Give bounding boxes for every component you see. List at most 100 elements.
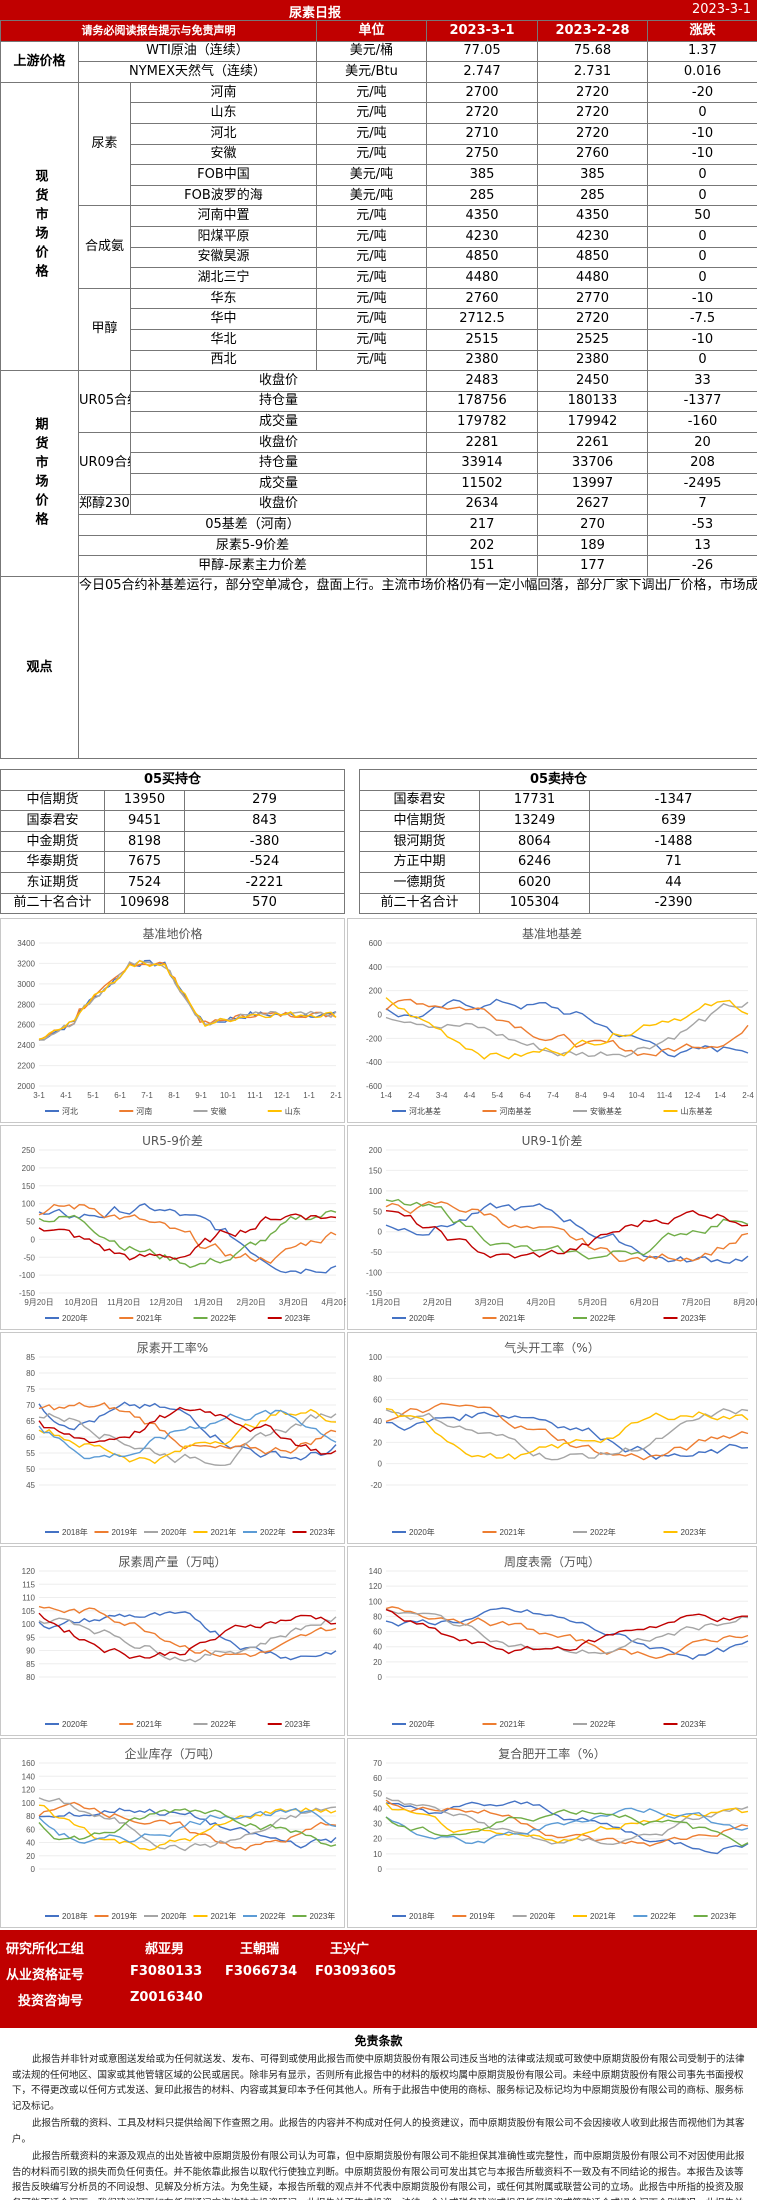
y-tick-label: 80 [26,1369,35,1378]
row-value-1: 2712.5 [426,308,538,330]
y-tick-label: 80 [373,1612,382,1621]
y-tick-label: 100 [22,1620,36,1629]
row-value-2: 2525 [537,328,648,351]
chart-svg: 120 115 110 105 100 95 90 85 80 2020年 2021年 2022年 20… [22,1567,337,1729]
series-line [38,1797,337,1852]
short-change: -2390 [589,892,757,915]
y-tick-label: 60 [373,1628,382,1637]
y-tick-label: 100 [22,1200,36,1209]
y-tick-label: -100 [19,1271,36,1280]
row-change: 0 [647,164,757,186]
chart-panel: UR9-1价差 200 150 100 50 0 -50 -100 -150 1月20日 2月20日… [347,1125,757,1330]
y-tick-label: 3200 [17,959,35,968]
row-name: FOB波罗的海 [130,184,317,207]
long-volume: 7675 [104,851,185,873]
row-change: -10 [647,328,757,351]
series-line [38,1203,337,1275]
positions-spacer [344,893,361,914]
legend-label: 2019年 [112,1527,138,1537]
legend-label: 山东 [285,1106,301,1116]
legend-label: 2020年 [62,1719,88,1729]
row-change: -26 [647,555,757,578]
row-name: 华中 [130,308,317,330]
series-line [38,959,337,1040]
series-line [38,1611,337,1661]
series-line [385,1809,749,1847]
positions-spacer [344,851,361,873]
x-tick-label: 2-1 [330,1091,342,1100]
x-tick-label: 10-1 [220,1091,237,1100]
analyst-name: 王兴广 [330,1942,370,1957]
series-line [385,998,749,1057]
series-line [38,1801,337,1851]
row-value-2: 2261 [537,431,648,454]
long-volume: 7524 [104,871,185,894]
long-volume: 9451 [104,810,185,832]
y-tick-label: 100 [369,1187,383,1196]
positions-table: 05买持仓 05卖持仓 中信期货 13950 279 国泰君安 17731 -1347 国… [0,769,757,915]
x-tick-label: 3-4 [436,1091,448,1100]
y-tick-label: 0 [378,1865,383,1874]
y-tick-label: 2200 [17,1062,35,1071]
table-row: 合成氨 河南中置 元/吨 4350 4350 50 [1,205,757,289]
x-tick-label: 8-1 [168,1091,180,1100]
legend-label: 2022年 [590,1527,616,1537]
row-unit: 美元/Btu [316,61,427,83]
y-tick-label: 2800 [17,1000,35,1009]
series-line [38,1209,337,1269]
x-tick-label: 10月20日 [65,1298,99,1307]
row-name: 华北 [130,328,317,351]
row-value-2: 4350 [537,205,648,227]
y-tick-label: 65 [26,1417,35,1426]
table-row: 尿素5-9价差 202 189 13 [1,534,757,557]
chart-panel: 基准地价格 3400 3200 3000 2800 2600 2400 2200 2000 3-1… [0,918,345,1123]
legend-label: 河南基差 [500,1106,532,1116]
chart-panel: 尿素开工率% 85 80 75 70 65 60 55 50 45 2018年 2019年 2020年 2… [0,1332,345,1544]
long-broker: 中金期货 [0,830,105,853]
table-row: 持仓量 178756 180133 -1377 [1,390,757,413]
x-tick-label: 9-1 [195,1091,207,1100]
change-header: 涨跌 [647,20,757,42]
row-name: 西北 [130,349,317,372]
y-tick-label: 160 [22,1759,36,1768]
y-tick-label: 200 [369,987,383,996]
legend-label: 2022年 [260,1527,286,1537]
y-tick-label: 2000 [17,1082,35,1091]
series-line [38,1401,337,1461]
x-tick-label: 1月20日 [194,1298,223,1307]
row-change: 0.016 [647,61,757,83]
chart-title: 基准地基差 [521,927,582,941]
dept-label: 研究所化工组 [6,1942,85,1957]
x-tick-label: 7月20日 [682,1298,711,1307]
row-value-2: 2720 [537,308,648,330]
y-tick-label: 200 [369,1146,383,1155]
legend-label: 河南 [136,1106,152,1116]
row-change: 7 [647,493,757,516]
y-tick-label: 60 [26,1825,35,1834]
short-change: 44 [589,871,757,894]
legend-label: 2021年 [136,1313,162,1323]
analyst-footer: 研究所化工组 郝亚男 王朝瑞 王兴广 从业资格证号 F3080133 F3066… [0,1930,757,2028]
positions-spacer [344,769,361,791]
table-row: 05基差（河南） 217 270 -53 [1,514,757,536]
y-tick-label: 40 [373,1643,382,1652]
row-value-1: 285 [426,184,538,207]
row-value-1: 2634 [426,493,538,516]
row-value-2: 2627 [537,493,648,516]
short-change: -1347 [589,789,757,812]
row-value-2: 33706 [537,452,648,475]
x-tick-label: 12月20日 [149,1298,183,1307]
series-line [38,1203,337,1264]
row-name: 甲醇-尿素主力价差 [78,555,427,578]
row-value-1: 33914 [426,452,538,475]
table-row: 山东 元/吨 2720 2720 0 [1,102,757,124]
legend-label: 2020年 [409,1313,435,1323]
methanol-group-label: 甲醇 [78,287,131,372]
legend-label: 2023年 [681,1313,707,1323]
row-value-2: 2380 [537,349,648,372]
notice-text: 请务必阅读报告提示与免责声明 [0,20,317,42]
row-value-2: 270 [537,514,648,536]
y-tick-label: 75 [26,1385,35,1394]
chart-panel: 气头开工率（%） 100 80 60 40 20 0 -20 2020年 2021年 2022年 20… [347,1332,757,1544]
